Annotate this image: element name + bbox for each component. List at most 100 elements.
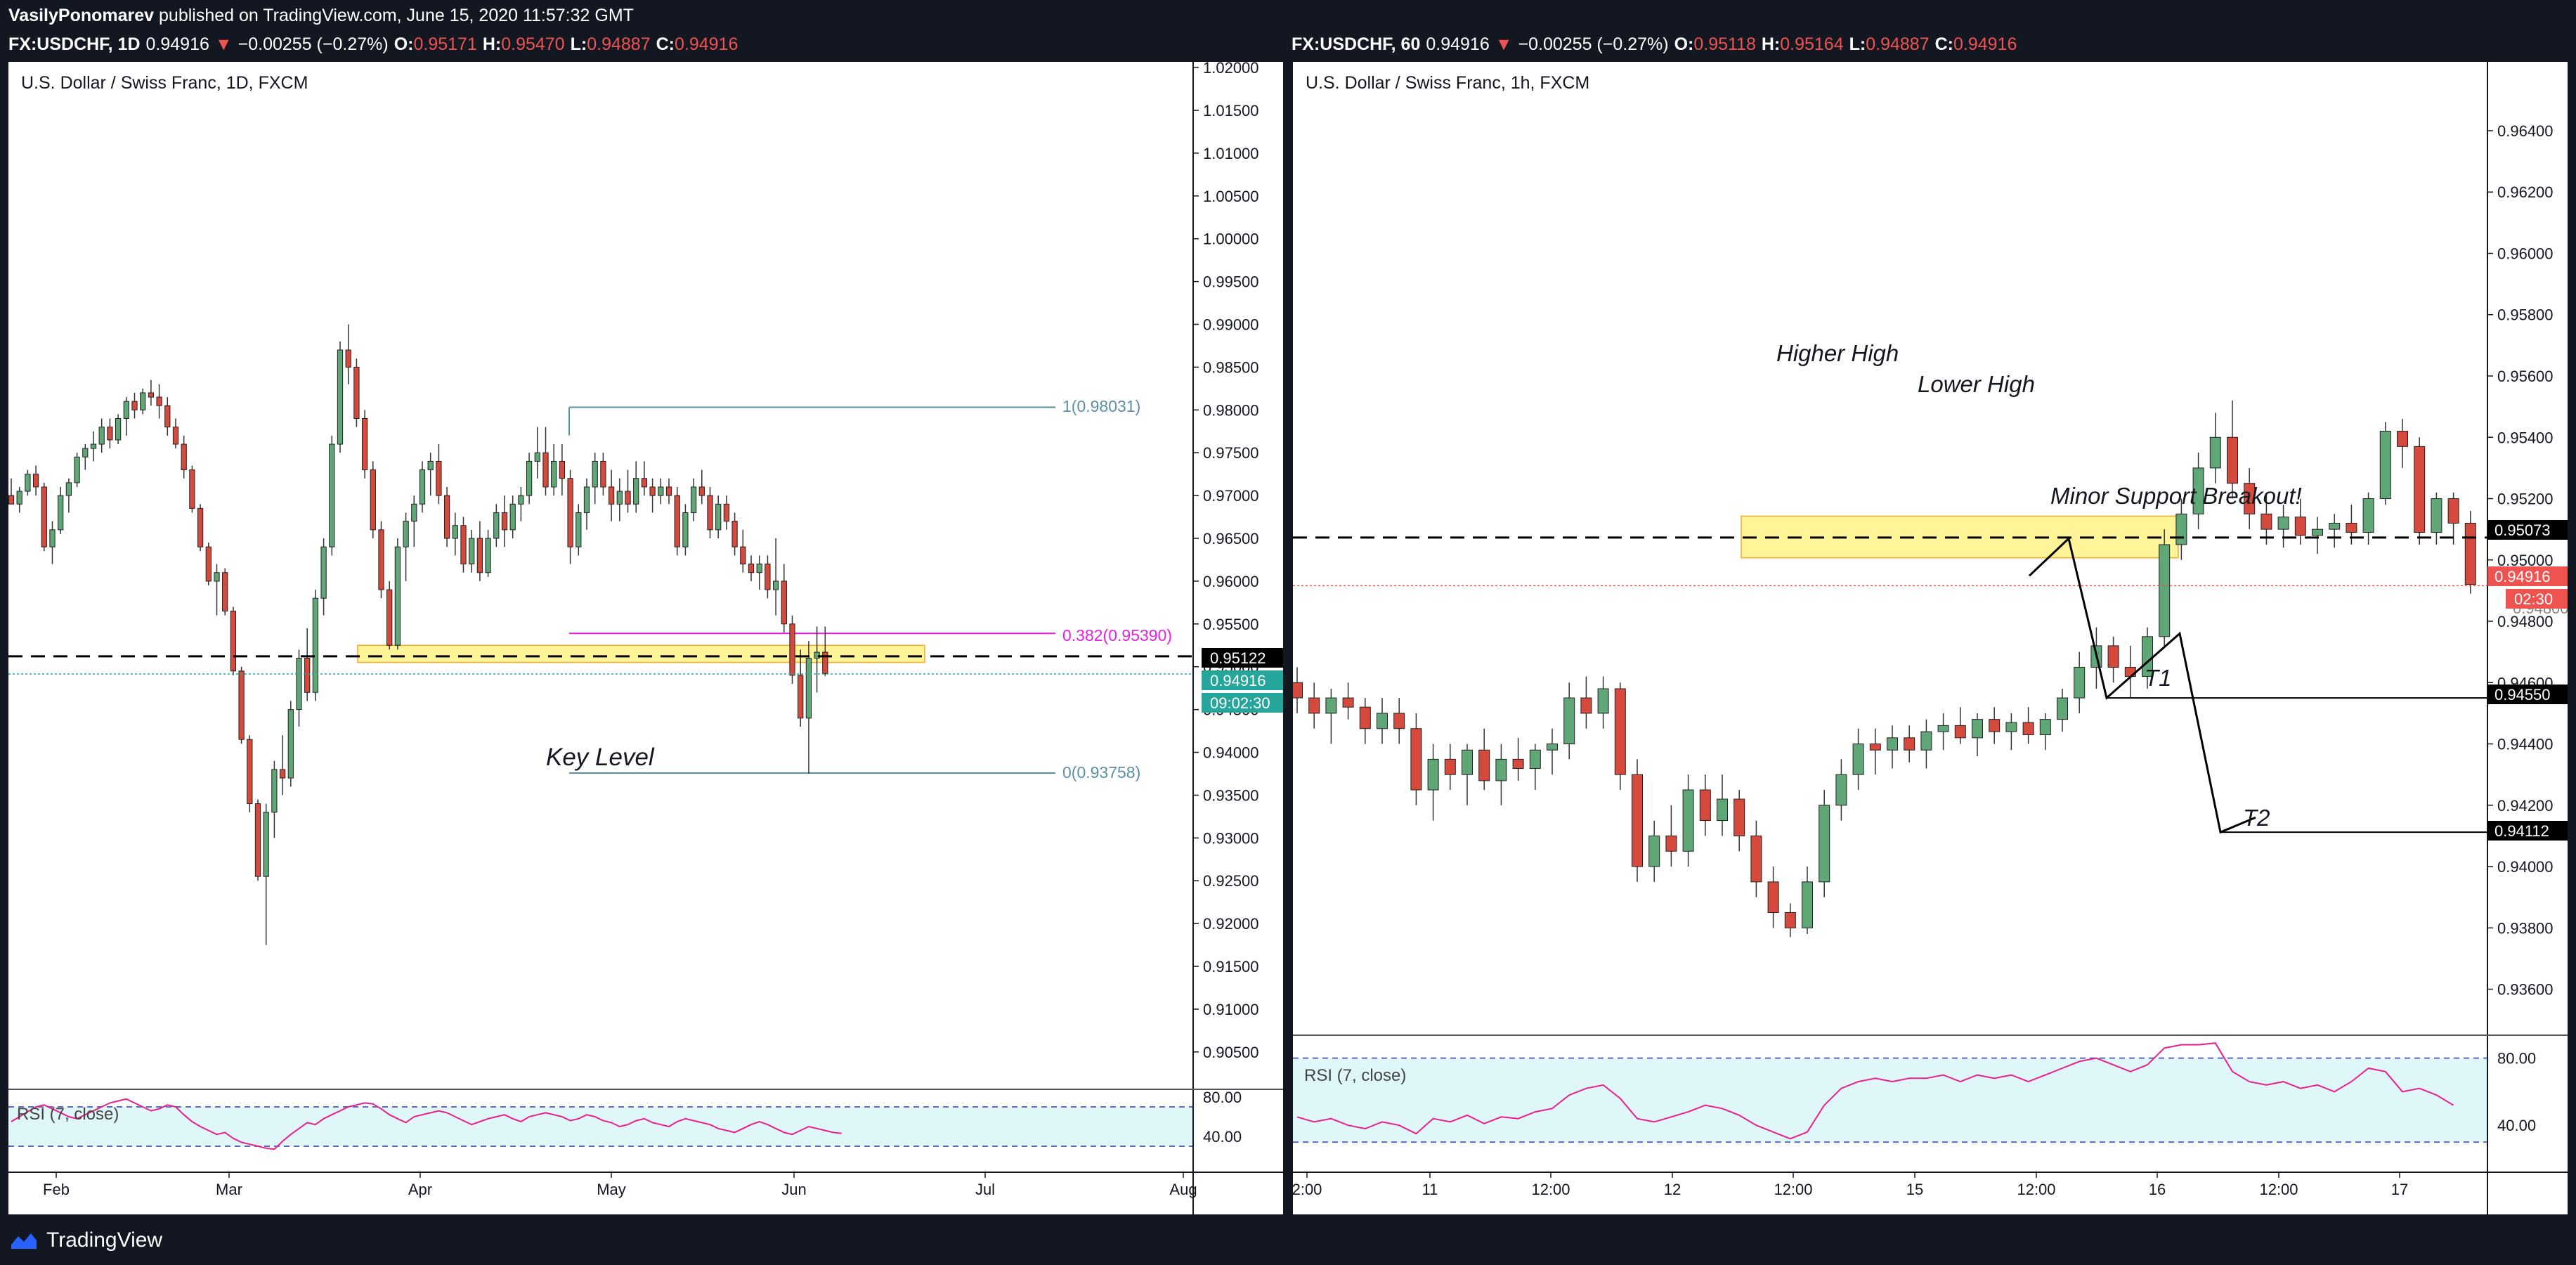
candle-body (765, 564, 771, 590)
candle-body (2431, 498, 2442, 533)
candle-body (1716, 798, 1729, 822)
y-tick-label: 0.96200 (2497, 183, 2554, 201)
x-tick-label: 15 (1906, 1181, 1923, 1198)
y-tick-label: 0.93000 (1203, 829, 1259, 847)
candle (2260, 492, 2272, 545)
candle-body (1665, 835, 1677, 852)
candle-body (1954, 725, 1966, 739)
candle-body (625, 491, 631, 505)
candle-body (1920, 731, 1932, 751)
y-tick-label: 0.94000 (1203, 744, 1259, 762)
candle (353, 358, 360, 427)
y-tick-label: 1.02000 (1203, 62, 1259, 77)
daily-chart-svg[interactable]: 1.02000 1.01500 1.01000 1.00500 1.00000 0.995… (8, 59, 1283, 1214)
daily-chart-panel[interactable]: 1.02000 1.01500 1.01000 1.00500 1.00000 0.995… (8, 59, 1283, 1214)
candle (1427, 744, 1439, 821)
left-symbol[interactable]: FX:USDCHF, 1D (8, 34, 141, 54)
candle-body (32, 474, 39, 488)
candle (822, 626, 828, 677)
candle-body (222, 572, 228, 612)
rsi-line (11, 1098, 842, 1150)
countdown-tag (1202, 693, 1283, 713)
candle (296, 649, 302, 727)
candle (1665, 805, 1677, 867)
candle (25, 469, 31, 496)
level-price-tag (1202, 648, 1283, 668)
candle (1886, 725, 1899, 769)
candle-body (49, 529, 56, 547)
candle (279, 735, 286, 796)
candle-body (805, 658, 812, 719)
y-tick-label: 0.91500 (1203, 958, 1259, 975)
left-price: 0.94916 (145, 34, 209, 54)
candle-body (1819, 805, 1830, 883)
y-tick-label: 0.94800 (2497, 613, 2554, 630)
candle-body (1869, 744, 1881, 751)
candle (378, 521, 384, 599)
candle (707, 486, 713, 539)
hourly-chart-panel[interactable]: 0.96400 0.96200 0.96000 0.95800 0.95600 0.954… (1291, 62, 2569, 1214)
candle (419, 461, 426, 513)
candle-body (1495, 758, 1507, 781)
candle-body (1733, 798, 1745, 836)
candle-body (682, 512, 689, 547)
candle-body (600, 460, 606, 488)
candle-body (690, 486, 697, 513)
candle-body (534, 452, 540, 462)
candle-body (378, 529, 384, 590)
published-text: published on TradingView.com, June 15, 2… (159, 5, 634, 25)
candle (805, 641, 812, 774)
candle (98, 418, 105, 453)
candle-body (1750, 835, 1762, 883)
candle-body (731, 521, 738, 547)
candle-body (592, 460, 598, 488)
level-price-tag (2487, 520, 2568, 540)
footer-bar: TradingView (0, 1216, 2576, 1265)
candle-body (551, 460, 557, 488)
candle-body (353, 366, 360, 419)
tradingview-logo-icon[interactable] (10, 1231, 38, 1250)
candle-body (641, 478, 648, 488)
x-tick-label: 11 (1422, 1181, 1438, 1198)
candle (41, 482, 47, 552)
candle (361, 410, 368, 479)
candle (2329, 514, 2341, 548)
candle (1563, 682, 1575, 760)
candle-body (1886, 737, 1899, 751)
candle-body (1512, 758, 1524, 769)
candle-body (1376, 713, 1388, 729)
candle (16, 486, 22, 513)
hourly-chart-svg[interactable]: 0.96400 0.96200 0.96000 0.95800 0.95600 0.954… (1291, 62, 2569, 1214)
candle-body (707, 495, 713, 531)
x-tick-label: May (597, 1181, 626, 1198)
y-tick-label: 0.99000 (1203, 316, 1259, 334)
candle (1819, 789, 1830, 897)
candle-body (172, 427, 179, 445)
candle (2362, 492, 2374, 545)
candle-body (1835, 774, 1847, 806)
author-name[interactable]: VasilyPonomarev (8, 5, 155, 25)
y-tick-label: 0.95500 (1203, 616, 1259, 633)
candle-body (329, 443, 335, 547)
candle (1631, 759, 1644, 882)
candle (329, 435, 335, 556)
right-open-label: O: (1674, 34, 1694, 54)
candle (172, 418, 179, 449)
t1-label: T1 (2145, 665, 2172, 691)
candle-body (148, 392, 155, 398)
candle (271, 760, 278, 838)
candle-body (723, 503, 730, 522)
tradingview-brand[interactable]: TradingView (46, 1228, 163, 1252)
candle (1954, 707, 1966, 744)
candle-body (1342, 697, 1354, 708)
candle (2346, 505, 2357, 545)
candle-body (279, 769, 286, 779)
y-tick-label: 1.01500 (1203, 102, 1259, 119)
candle (649, 478, 656, 513)
hourly-chart-title: U.S. Dollar / Swiss Franc, 1h, FXCM (1306, 73, 1589, 93)
candle-body (789, 623, 795, 676)
right-change: −0.00255 (−0.27%) (1518, 34, 1669, 54)
right-symbol[interactable]: FX:USDCHF, 60 (1292, 34, 1421, 54)
candle (1495, 744, 1507, 805)
candle-body (583, 486, 590, 513)
